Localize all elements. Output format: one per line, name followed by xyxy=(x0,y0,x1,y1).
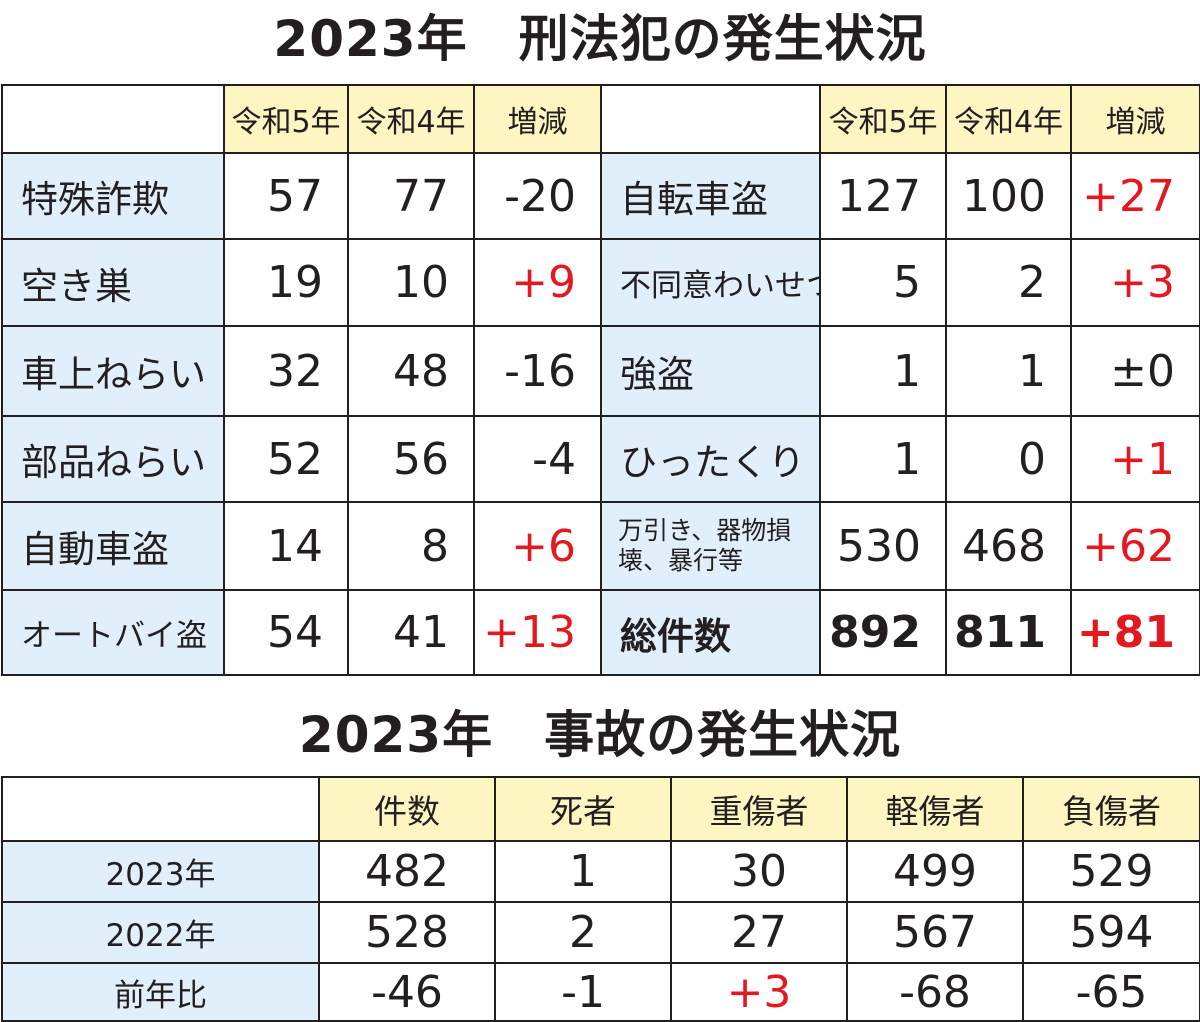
crime-r4: 100 xyxy=(945,152,1072,240)
crime-r5: 52 xyxy=(223,415,349,503)
table-row: 部品ねらい 52 56 -4 ひったくり 1 0 +1 xyxy=(1,415,1200,503)
header-diff-left: 増減 xyxy=(473,84,602,154)
crime-label: 部品ねらい xyxy=(1,415,225,503)
accident-value: 1 xyxy=(494,840,672,903)
accident-value: 482 xyxy=(318,840,496,903)
crime-label: 空き巣 xyxy=(1,238,225,327)
accident-value: 529 xyxy=(1022,840,1200,903)
crime-r5: 14 xyxy=(223,501,349,591)
crime-diff: ±0 xyxy=(1070,325,1200,417)
crime-r4: 48 xyxy=(347,325,475,417)
crime-label: ひったくり xyxy=(600,415,821,503)
accident-value: -46 xyxy=(318,962,496,1022)
crime-diff: +6 xyxy=(473,501,602,591)
accident-value: 499 xyxy=(846,840,1024,903)
crime-title: 2023年 刑法犯の発生状況 xyxy=(273,10,927,68)
crime-r5: 19 xyxy=(223,238,349,327)
accident-value: 2 xyxy=(494,901,672,964)
crime-diff: +27 xyxy=(1070,152,1200,240)
crime-diff: -4 xyxy=(473,415,602,503)
crime-header-row: 令和5年 令和4年 増減 令和5年 令和4年 増減 xyxy=(1,84,1200,154)
accident-header-cell: 負傷者 xyxy=(1022,776,1200,842)
accident-row-label: 2022年 xyxy=(1,901,320,964)
crime-label: 万引き、器物損壊、暴行等 xyxy=(600,501,821,591)
crime-r4: 468 xyxy=(945,501,1072,591)
crime-r5: 5 xyxy=(819,238,947,327)
crime-r4: 77 xyxy=(347,152,475,240)
crime-label: 自転車盗 xyxy=(600,152,821,240)
table-row: 2022年 528 2 27 567 594 xyxy=(1,901,1200,964)
crime-diff: +3 xyxy=(1070,238,1200,327)
accident-value: +3 xyxy=(670,962,848,1022)
accident-table: 件数 死者 重傷者 軽傷者 負傷者 2023年 482 1 30 499 529… xyxy=(1,776,1200,1022)
table-row: 前年比 -46 -1 +3 -68 -65 xyxy=(1,962,1200,1022)
accident-header-blank xyxy=(1,776,320,842)
crime-table: 令和5年 令和4年 増減 令和5年 令和4年 増減 特殊詐欺 57 77 -20… xyxy=(1,84,1200,676)
header-blank-left xyxy=(1,84,225,154)
accident-title: 2023年 事故の発生状況 xyxy=(298,706,902,764)
accident-header-cell: 重傷者 xyxy=(670,776,848,842)
header-diff-right: 増減 xyxy=(1070,84,1200,154)
accident-value: -65 xyxy=(1022,962,1200,1022)
crime-label: 強盗 xyxy=(600,325,821,417)
crime-diff: -16 xyxy=(473,325,602,417)
table-row: 車上ねらい 32 48 -16 強盗 1 1 ±0 xyxy=(1,325,1200,417)
crime-r5: 1 xyxy=(819,415,947,503)
accident-value: 567 xyxy=(846,901,1024,964)
total-label: 総件数 xyxy=(600,589,821,676)
crime-label: 車上ねらい xyxy=(1,325,225,417)
crime-r5: 54 xyxy=(223,589,349,676)
crime-diff: +1 xyxy=(1070,415,1200,503)
crime-r4: 1 xyxy=(945,325,1072,417)
header-r4-left: 令和4年 xyxy=(347,84,475,154)
crime-r4: 41 xyxy=(347,589,475,676)
table-row: オートバイ盗 54 41 +13 総件数 892 811 +81 xyxy=(1,589,1200,676)
accident-value: 528 xyxy=(318,901,496,964)
total-diff: +81 xyxy=(1070,589,1200,676)
table-row: 2023年 482 1 30 499 529 xyxy=(1,840,1200,903)
table-row: 特殊詐欺 57 77 -20 自転車盗 127 100 +27 xyxy=(1,152,1200,240)
total-r4: 811 xyxy=(945,589,1072,676)
accident-header-cell: 件数 xyxy=(318,776,496,842)
accident-value: -68 xyxy=(846,962,1024,1022)
crime-r4: 10 xyxy=(347,238,475,327)
accident-header-row: 件数 死者 重傷者 軽傷者 負傷者 xyxy=(1,776,1200,842)
crime-r5: 1 xyxy=(819,325,947,417)
crime-r5: 127 xyxy=(819,152,947,240)
accident-value: 30 xyxy=(670,840,848,903)
header-blank-right xyxy=(600,84,821,154)
accident-value: -1 xyxy=(494,962,672,1022)
crime-r5: 57 xyxy=(223,152,349,240)
accident-row-label: 2023年 xyxy=(1,840,320,903)
accident-header-cell: 軽傷者 xyxy=(846,776,1024,842)
header-r5-left: 令和5年 xyxy=(223,84,349,154)
crime-label: オートバイ盗 xyxy=(1,589,225,676)
crime-diff: -20 xyxy=(473,152,602,240)
crime-label: 自動車盗 xyxy=(1,501,225,591)
crime-r5: 530 xyxy=(819,501,947,591)
accident-value: 594 xyxy=(1022,901,1200,964)
table-row: 空き巣 19 10 +9 不同意わいせつ 5 2 +3 xyxy=(1,238,1200,327)
crime-r4: 0 xyxy=(945,415,1072,503)
crime-label: 不同意わいせつ xyxy=(600,238,821,327)
crime-diff: +62 xyxy=(1070,501,1200,591)
crime-r4: 8 xyxy=(347,501,475,591)
accident-row-label: 前年比 xyxy=(1,962,320,1022)
total-r5: 892 xyxy=(819,589,947,676)
crime-r4: 2 xyxy=(945,238,1072,327)
accident-header-cell: 死者 xyxy=(494,776,672,842)
table-row: 自動車盗 14 8 +6 万引き、器物損壊、暴行等 530 468 +62 xyxy=(1,501,1200,591)
header-r5-right: 令和5年 xyxy=(819,84,947,154)
crime-diff: +13 xyxy=(473,589,602,676)
header-r4-right: 令和4年 xyxy=(945,84,1072,154)
crime-diff: +9 xyxy=(473,238,602,327)
crime-r4: 56 xyxy=(347,415,475,503)
accident-value: 27 xyxy=(670,901,848,964)
crime-r5: 32 xyxy=(223,325,349,417)
crime-label: 特殊詐欺 xyxy=(1,152,225,240)
